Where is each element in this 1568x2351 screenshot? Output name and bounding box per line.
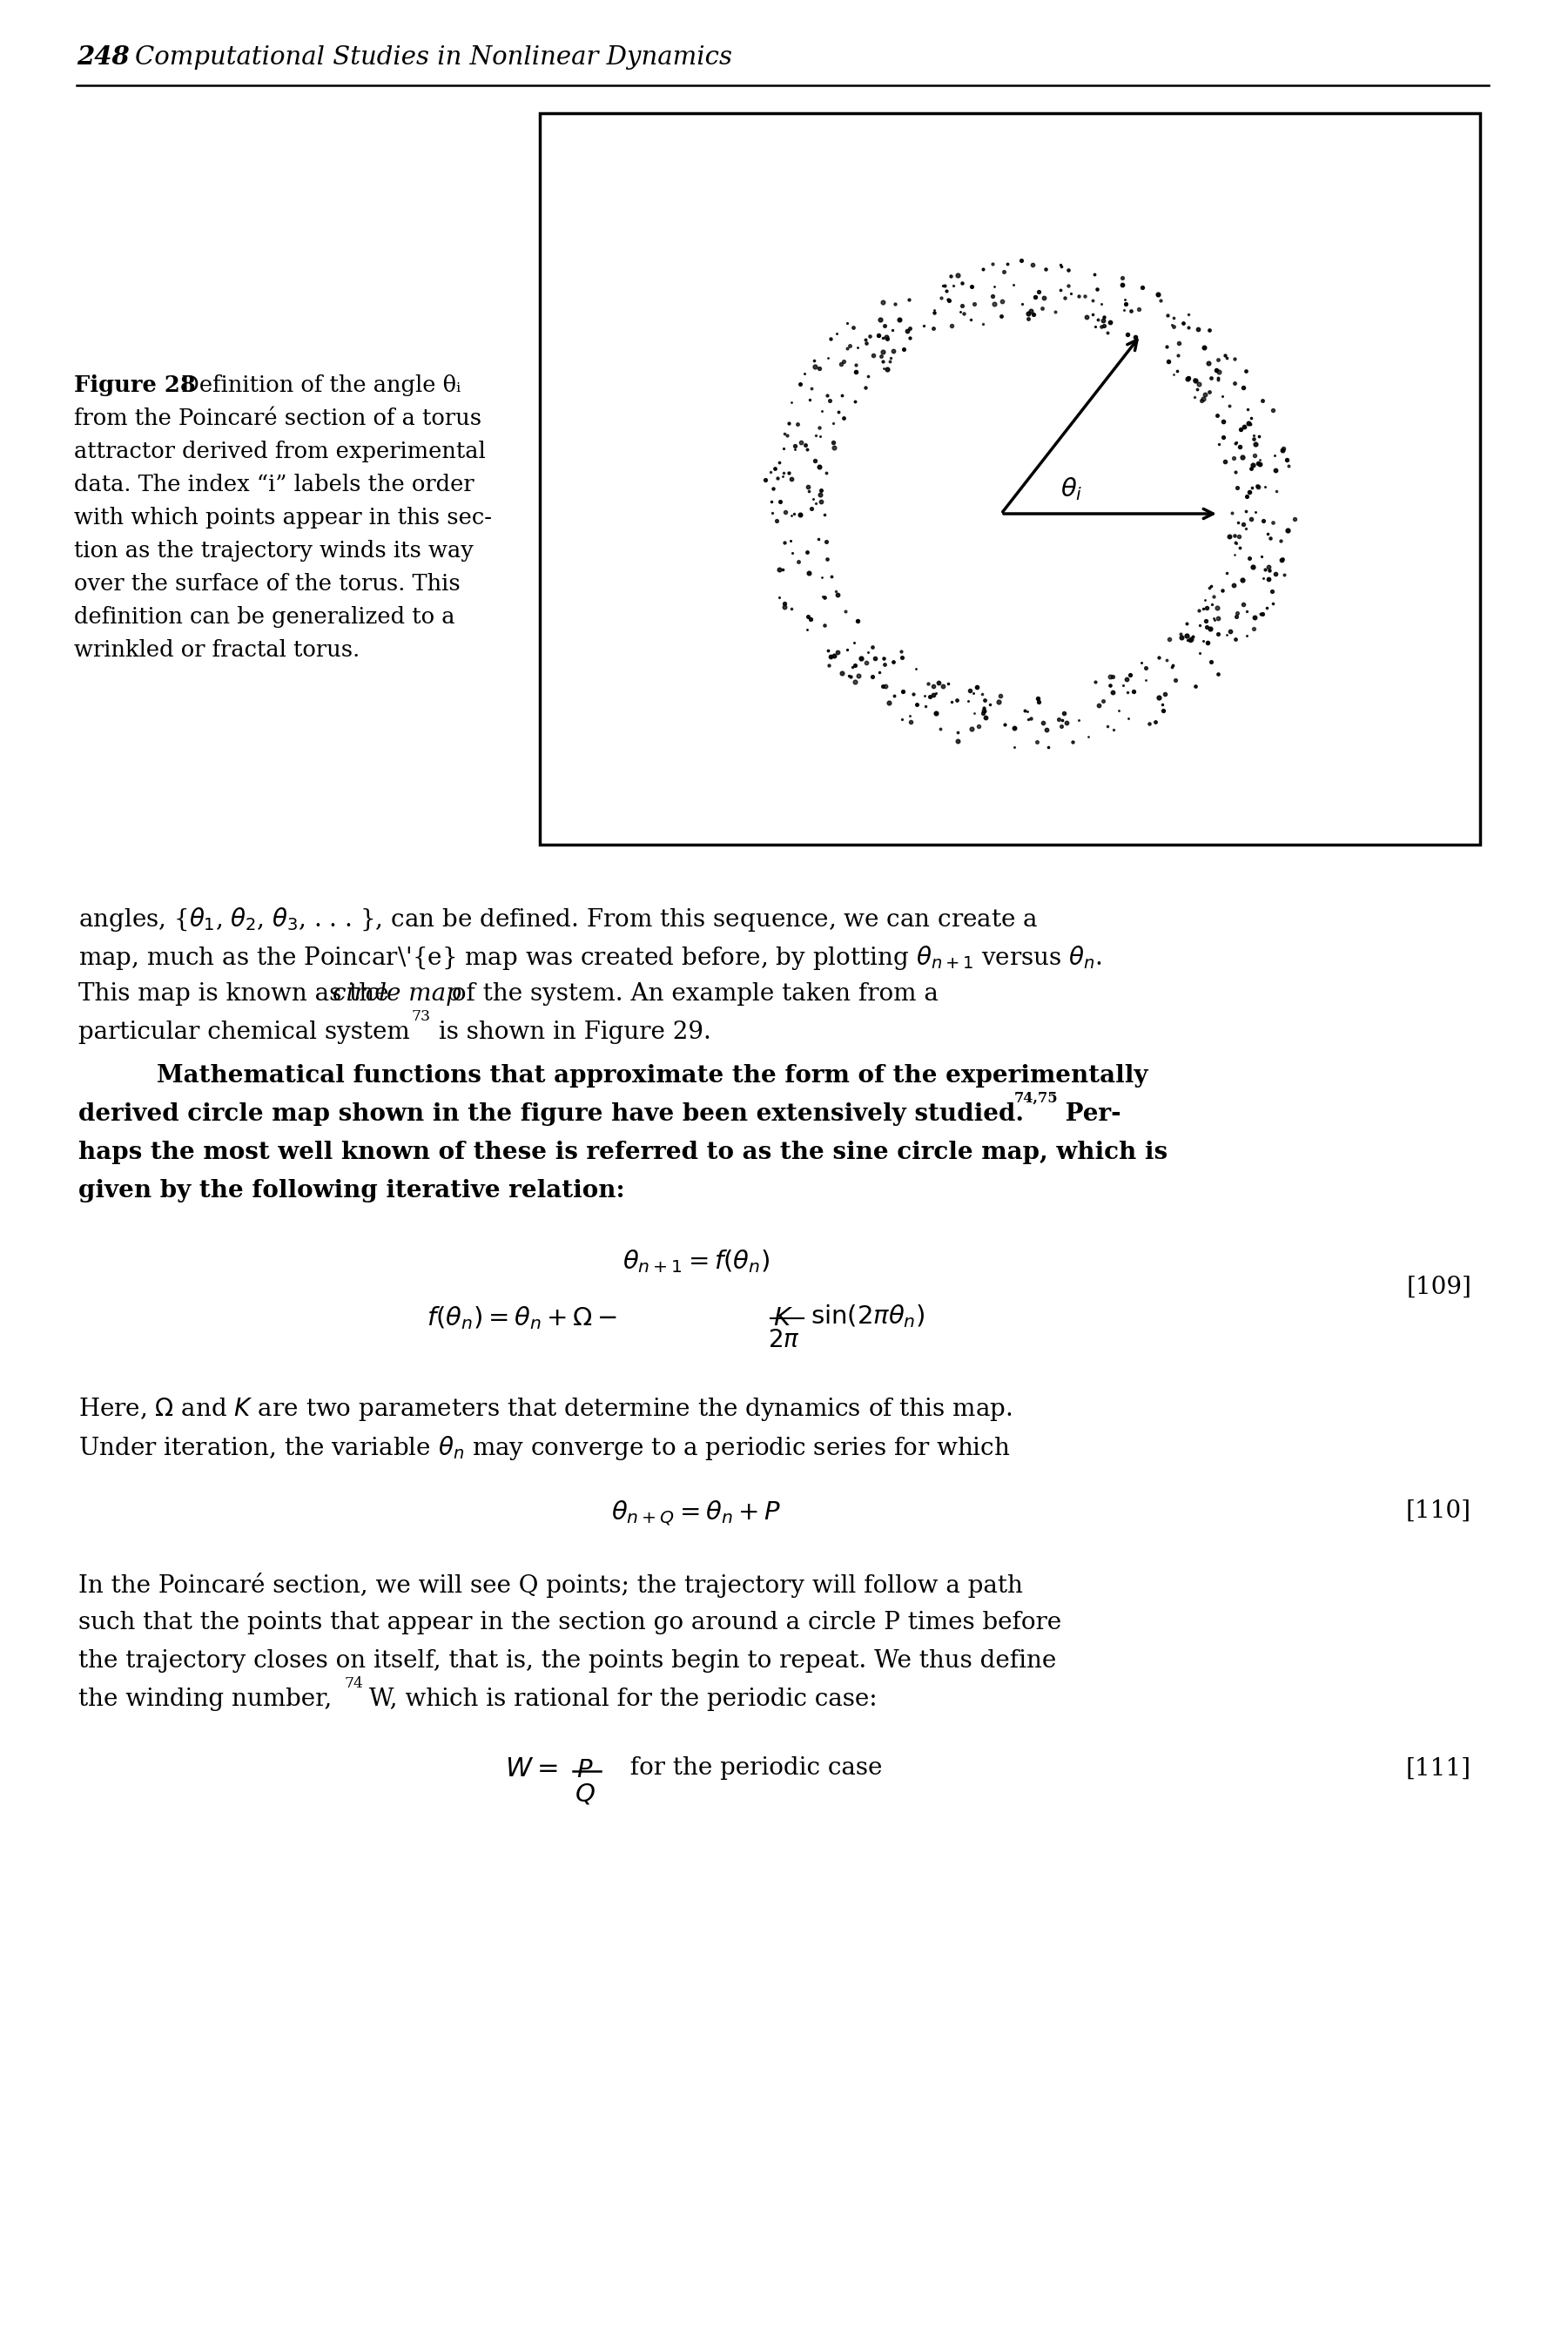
Text: of the system. An example taken from a: of the system. An example taken from a [444,983,938,1006]
Text: Here, $\Omega$ and $K$ are two parameters that determine the dynamics of this ma: Here, $\Omega$ and $K$ are two parameter… [78,1396,1013,1422]
Text: tion as the trajectory winds its way: tion as the trajectory winds its way [74,541,474,562]
Text: the winding number,: the winding number, [78,1688,332,1712]
Text: haps the most well known of these is referred to as the sine circle map, which i: haps the most well known of these is ref… [78,1140,1168,1164]
Text: is shown in Figure 29.: is shown in Figure 29. [431,1020,712,1044]
Text: such that the points that appear in the section go around a circle P times befor: such that the points that appear in the … [78,1610,1062,1634]
Text: circle map: circle map [332,983,461,1006]
Text: for the periodic case: for the periodic case [615,1756,883,1780]
Text: $\theta_{n+Q} = \theta_n + P$: $\theta_{n+Q} = \theta_n + P$ [612,1498,781,1528]
Text: $\theta_i$: $\theta_i$ [1060,475,1082,503]
Text: $P$: $P$ [577,1759,594,1782]
Text: $\sin(2\pi\theta_n)$: $\sin(2\pi\theta_n)$ [811,1302,925,1331]
Text: $Q$: $Q$ [575,1782,596,1808]
Text: map, much as the Poincar\'{e} map was created before, by plotting $\theta_{n+1}$: map, much as the Poincar\'{e} map was cr… [78,943,1102,971]
Text: $2\pi$: $2\pi$ [768,1328,800,1352]
Text: attractor derived from experimental: attractor derived from experimental [74,440,486,463]
Text: In the Poincaré section, we will see Q points; the trajectory will follow a path: In the Poincaré section, we will see Q p… [78,1573,1022,1599]
Text: 73: 73 [411,1009,430,1025]
Text: Figure 28: Figure 28 [74,374,196,397]
Text: with which points appear in this sec-: with which points appear in this sec- [74,508,492,529]
Text: Mathematical functions that approximate the form of the experimentally: Mathematical functions that approximate … [157,1065,1148,1089]
Text: 74,75: 74,75 [1014,1091,1058,1105]
Text: wrinkled or fractal torus.: wrinkled or fractal torus. [74,639,359,661]
Text: $K$: $K$ [773,1307,793,1331]
Text: definition can be generalized to a: definition can be generalized to a [74,607,455,628]
Text: $f(\theta_n) = \theta_n + \Omega - $: $f(\theta_n) = \theta_n + \Omega - $ [426,1305,618,1331]
Text: angles, {$\theta_1$, $\theta_2$, $\theta_3$, . . . }, can be defined. From this : angles, {$\theta_1$, $\theta_2$, $\theta… [78,905,1038,933]
Text: particular chemical system: particular chemical system [78,1020,409,1044]
Text: [109]: [109] [1406,1274,1471,1298]
Text: Under iteration, the variable $\theta_n$ may converge to a periodic series for w: Under iteration, the variable $\theta_n$… [78,1434,1010,1462]
Text: 74: 74 [343,1676,362,1690]
Text: Computational Studies in Nonlinear Dynamics: Computational Studies in Nonlinear Dynam… [135,45,732,71]
Bar [539,113,1480,844]
Text: from the Poincaré section of a torus: from the Poincaré section of a torus [74,407,481,430]
Text: Per-: Per- [1057,1103,1121,1126]
Text: over the surface of the torus. This: over the surface of the torus. This [74,574,461,595]
Text: the trajectory closes on itself, that is, the points begin to repeat. We thus de: the trajectory closes on itself, that is… [78,1648,1057,1672]
Text: [111]: [111] [1406,1756,1471,1780]
Text: 248: 248 [77,45,130,71]
Text: data. The index “i” labels the order: data. The index “i” labels the order [74,473,474,496]
Text: [110]: [110] [1406,1500,1471,1523]
Text: $\theta_{n+1} = f(\theta_n)$: $\theta_{n+1} = f(\theta_n)$ [622,1248,770,1274]
Text: derived circle map shown in the figure have been extensively studied.: derived circle map shown in the figure h… [78,1103,1024,1126]
Text: given by the following iterative relation:: given by the following iterative relatio… [78,1178,624,1201]
Text: This map is known as the: This map is known as the [78,983,397,1006]
Text: Definition of the angle θᵢ: Definition of the angle θᵢ [168,374,461,397]
Text: W, which is rational for the periodic case:: W, which is rational for the periodic ca… [361,1688,877,1712]
Text: $W = $: $W = $ [505,1754,558,1782]
